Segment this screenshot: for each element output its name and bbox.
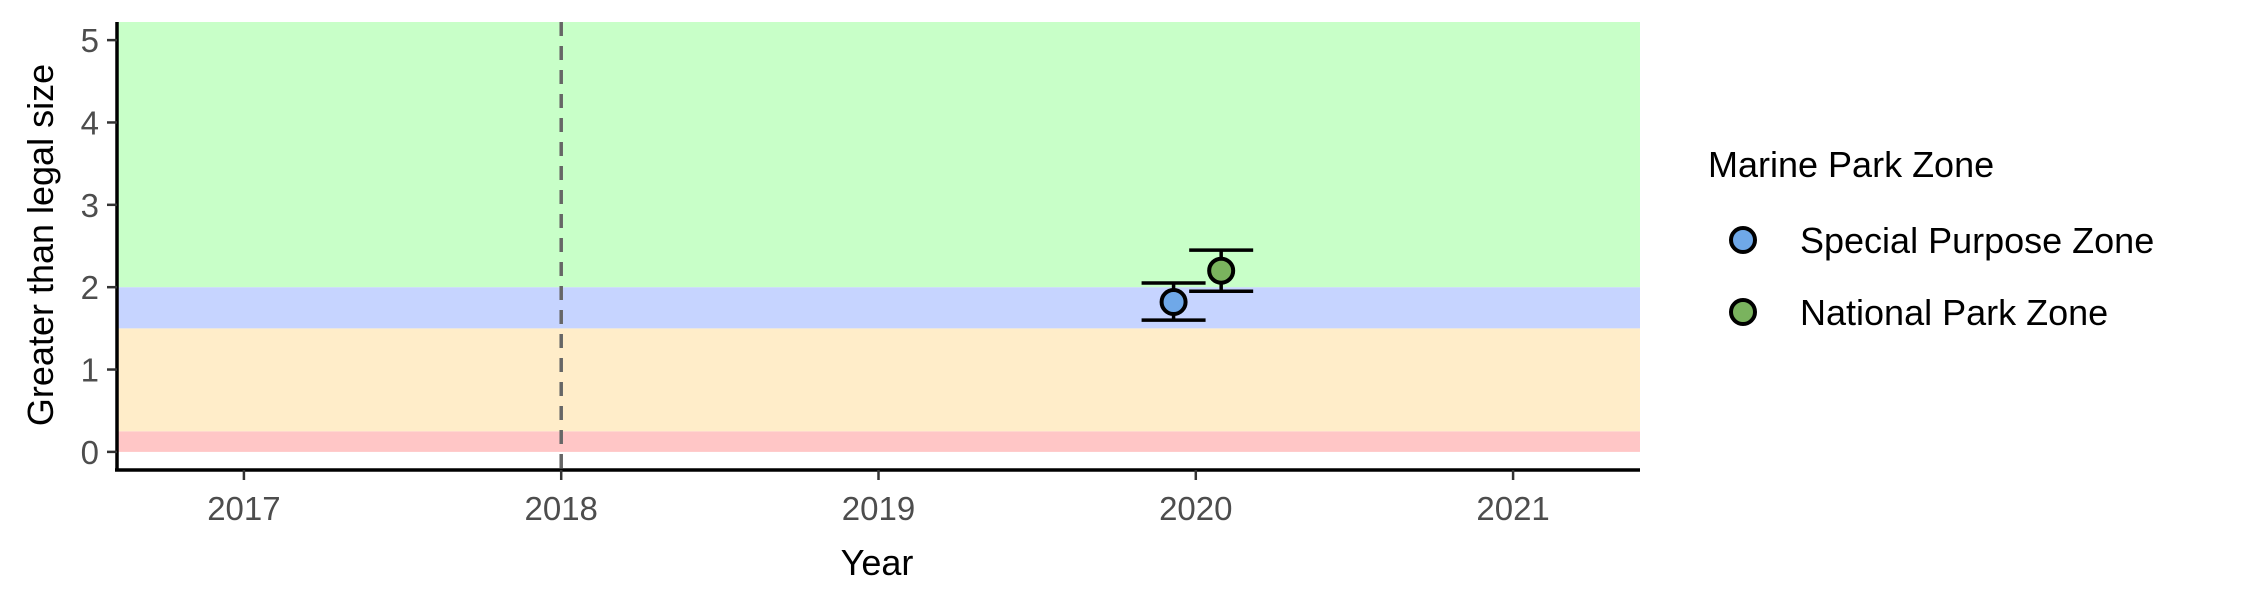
- band-3: [117, 22, 1640, 288]
- legend-items: Special Purpose Zone National Park Zone: [1729, 220, 2154, 333]
- data-marks: [1141, 248, 1254, 322]
- x-tick-label-2017: 2017: [207, 490, 280, 527]
- y-tick-label-0: 0: [81, 434, 99, 471]
- x-axis-title: Year: [841, 542, 914, 583]
- background-bands: [117, 22, 1640, 452]
- x-tick-label-2020: 2020: [1159, 490, 1232, 527]
- legend-marker-1: [1729, 298, 1757, 326]
- y-tick-label-1: 1: [81, 352, 99, 389]
- y-tick-label-5: 5: [81, 22, 99, 59]
- legend-label-1: National Park Zone: [1800, 292, 2108, 333]
- y-axis-title: Greater than legal size: [20, 64, 61, 426]
- legend-title: Marine Park Zone: [1708, 144, 1994, 185]
- y-tick-label-2: 2: [81, 269, 99, 306]
- legend: Marine Park Zone Special Purpose Zone Nat…: [1708, 144, 2154, 333]
- ticks: 2017 2018 2019 2020 2021 0 1 2 3 4 5: [81, 22, 1550, 527]
- band-2: [117, 287, 1640, 329]
- data-point-0-0: [1159, 288, 1188, 316]
- band-0: [117, 431, 1640, 452]
- x-tick-label-2018: 2018: [524, 490, 597, 527]
- x-tick-label-2021: 2021: [1476, 490, 1549, 527]
- band-1: [117, 328, 1640, 432]
- data-point-1-0: [1207, 256, 1236, 285]
- legend-marker-0: [1729, 226, 1757, 254]
- y-tick-label-3: 3: [81, 187, 99, 224]
- x-tick-label-2019: 2019: [842, 490, 915, 527]
- legend-label-0: Special Purpose Zone: [1800, 220, 2154, 261]
- y-tick-label-4: 4: [81, 104, 99, 141]
